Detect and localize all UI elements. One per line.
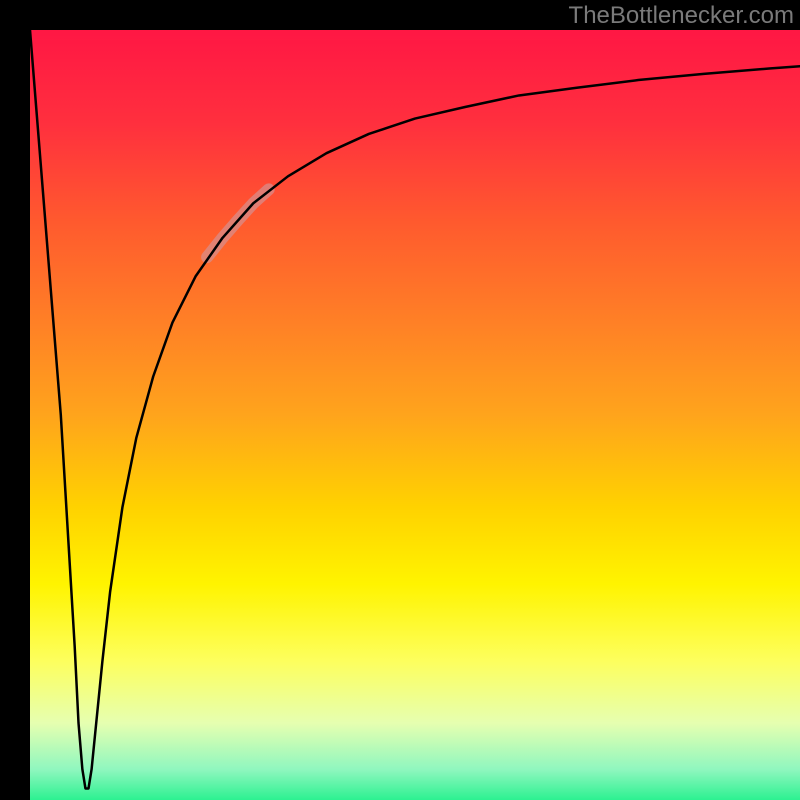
bottleneck-chart xyxy=(0,0,800,800)
plot-background xyxy=(30,30,800,800)
chart-svg xyxy=(0,0,800,800)
